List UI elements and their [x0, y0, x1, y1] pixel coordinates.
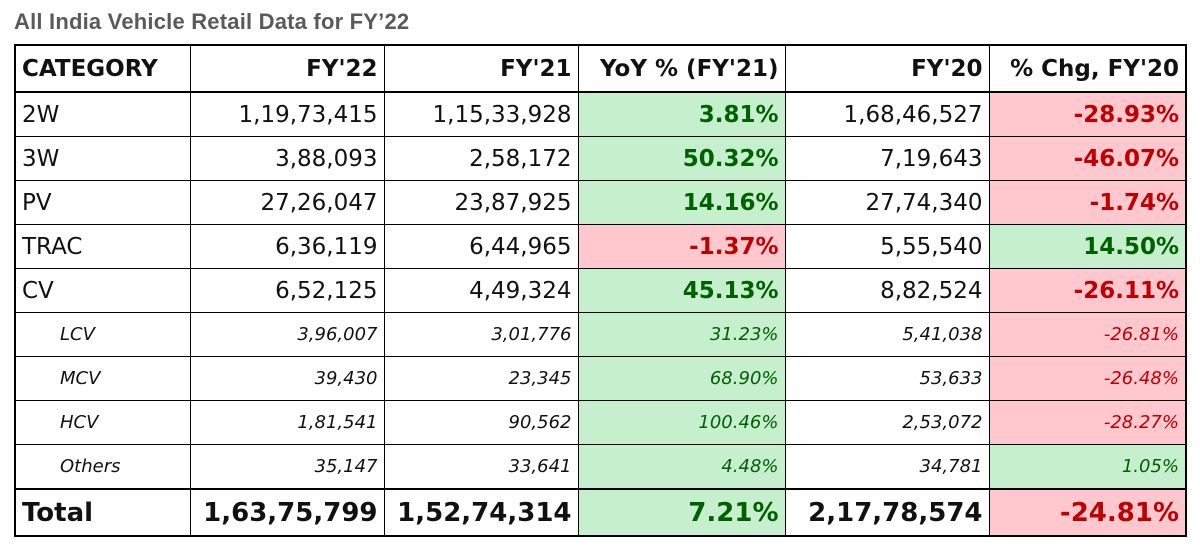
fy20-cell: 1,68,46,527 — [784, 91, 990, 137]
fy22-cell: 6,52,125 — [189, 268, 385, 313]
chg-fy20-cell: 1.05% — [988, 444, 1187, 490]
table-row: CV 6,52,125 4,49,324 45.13% 8,82,524 -26.11% — [14, 268, 1187, 313]
fy21-cell: 1,52,74,314 — [383, 488, 579, 537]
chg-fy20-cell: -26.48% — [988, 356, 1187, 401]
yoy-cell: 68.90% — [577, 356, 786, 401]
category-cell: LCV — [14, 312, 191, 357]
header-chg-fy20: % Chg, FY'20 — [988, 44, 1187, 93]
fy21-cell: 2,58,172 — [383, 136, 579, 181]
fy22-cell: 6,36,119 — [189, 224, 385, 269]
fy21-cell: 4,49,324 — [383, 268, 579, 313]
fy22-cell: 3,88,093 — [189, 136, 385, 181]
chg-fy20-cell: -24.81% — [988, 488, 1187, 537]
fy20-cell: 8,82,524 — [784, 268, 990, 313]
table-row: TRAC 6,36,119 6,44,965 -1.37% 5,55,540 14.50% — [14, 224, 1187, 269]
header-category: CATEGORY — [14, 44, 191, 93]
yoy-cell: 14.16% — [577, 180, 786, 225]
category-cell: Others — [14, 444, 191, 490]
fy20-cell: 27,74,340 — [784, 180, 990, 225]
table-row: 2W 1,19,73,415 1,15,33,928 3.81% 1,68,46,527… — [14, 91, 1187, 137]
fy21-cell: 90,562 — [383, 400, 579, 445]
yoy-cell: 45.13% — [577, 268, 786, 313]
category-cell: TRAC — [14, 224, 191, 269]
fy21-cell: 1,15,33,928 — [383, 91, 579, 137]
yoy-cell: 7.21% — [577, 488, 786, 537]
category-cell: 2W — [14, 91, 191, 137]
fy21-cell: 3,01,776 — [383, 312, 579, 357]
fy22-cell: 3,96,007 — [189, 312, 385, 357]
total-row: Total 1,63,75,799 1,52,74,314 7.21% 2,17,78,… — [14, 488, 1187, 537]
header-fy22: FY'22 — [189, 44, 385, 93]
fy20-cell: 5,55,540 — [784, 224, 990, 269]
fy21-cell: 33,641 — [383, 444, 579, 490]
retail-data-table: CATEGORY FY'22 FY'21 YoY % (FY'21) FY'20… — [14, 44, 1187, 537]
yoy-cell: 31.23% — [577, 312, 786, 357]
table-row: LCV 3,96,007 3,01,776 31.23% 5,41,038 -26.81% — [14, 312, 1187, 357]
fy20-cell: 2,53,072 — [784, 400, 990, 445]
fy20-cell: 53,633 — [784, 356, 990, 401]
fy21-cell: 6,44,965 — [383, 224, 579, 269]
yoy-cell: 100.46% — [577, 400, 786, 445]
yoy-cell: 4.48% — [577, 444, 786, 490]
header-fy20: FY'20 — [784, 44, 990, 93]
page-title: All India Vehicle Retail Data for FY’22 — [14, 9, 410, 34]
header-fy21: FY'21 — [383, 44, 579, 93]
fy22-cell: 39,430 — [189, 356, 385, 401]
fy22-cell: 35,147 — [189, 444, 385, 490]
chg-fy20-cell: -46.07% — [988, 136, 1187, 181]
yoy-cell: 3.81% — [577, 91, 786, 137]
table-row: PV 27,26,047 23,87,925 14.16% 27,74,340 -1.74… — [14, 180, 1187, 225]
table-row: 3W 3,88,093 2,58,172 50.32% 7,19,643 -46.07% — [14, 136, 1187, 181]
fy22-cell: 1,19,73,415 — [189, 91, 385, 137]
chg-fy20-cell: 14.50% — [988, 224, 1187, 269]
category-cell: CV — [14, 268, 191, 313]
fy20-cell: 7,19,643 — [784, 136, 990, 181]
table-row: HCV 1,81,541 90,562 100.46% 2,53,072 -28.27% — [14, 400, 1187, 445]
header-yoy: YoY % (FY'21) — [577, 44, 786, 93]
chg-fy20-cell: -26.11% — [988, 268, 1187, 313]
table-row: MCV 39,430 23,345 68.90% 53,633 -26.48% — [14, 356, 1187, 401]
header-row: CATEGORY FY'22 FY'21 YoY % (FY'21) FY'20… — [14, 44, 1187, 93]
fy22-cell: 1,63,75,799 — [189, 488, 385, 537]
category-cell: HCV — [14, 400, 191, 445]
table-row: Others 35,147 33,641 4.48% 34,781 1.05% — [14, 444, 1187, 490]
fy22-cell: 27,26,047 — [189, 180, 385, 225]
yoy-cell: 50.32% — [577, 136, 786, 181]
fy21-cell: 23,87,925 — [383, 180, 579, 225]
chg-fy20-cell: -28.93% — [988, 91, 1187, 137]
fy21-cell: 23,345 — [383, 356, 579, 401]
chg-fy20-cell: -1.74% — [988, 180, 1187, 225]
category-cell: 3W — [14, 136, 191, 181]
fy20-cell: 2,17,78,574 — [784, 488, 990, 537]
category-cell: Total — [14, 488, 191, 537]
chg-fy20-cell: -26.81% — [988, 312, 1187, 357]
chg-fy20-cell: -28.27% — [988, 400, 1187, 445]
fy20-cell: 34,781 — [784, 444, 990, 490]
yoy-cell: -1.37% — [577, 224, 786, 269]
category-cell: MCV — [14, 356, 191, 401]
fy22-cell: 1,81,541 — [189, 400, 385, 445]
category-cell: PV — [14, 180, 191, 225]
fy20-cell: 5,41,038 — [784, 312, 990, 357]
